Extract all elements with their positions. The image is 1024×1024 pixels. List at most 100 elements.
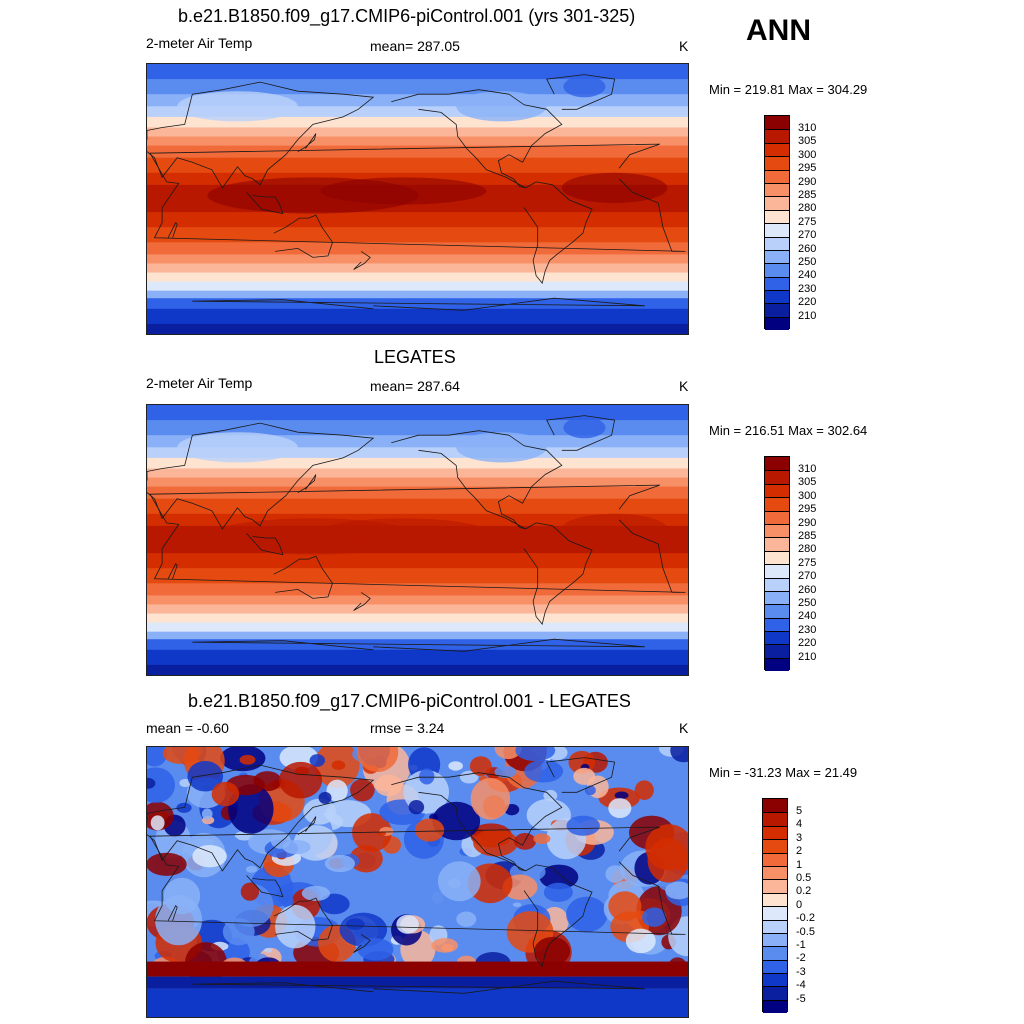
difference-patch — [543, 882, 573, 902]
panel3-rmse-label: rmse = 3.24 — [370, 720, 445, 736]
difference-patch — [290, 871, 304, 884]
colorbar-swatch — [765, 617, 789, 632]
difference-patch — [473, 829, 518, 857]
colorbar-swatch — [765, 550, 789, 565]
panel2-observed-temperature-map — [146, 404, 689, 676]
coastline — [297, 474, 317, 493]
coastline — [353, 934, 371, 953]
temperature-band — [147, 145, 688, 159]
colorbar-swatch — [765, 196, 789, 210]
coastline — [391, 772, 563, 872]
coastline — [192, 297, 645, 311]
temperature-band — [147, 457, 688, 469]
coastline — [192, 638, 645, 652]
colorbar-tick-label: 305 — [798, 135, 817, 148]
difference-patch — [534, 936, 571, 966]
colorbar-swatch — [765, 290, 789, 304]
temperature-band — [147, 281, 688, 292]
difference-patch — [374, 774, 403, 797]
warm-anomaly — [320, 177, 487, 205]
temperature-band — [147, 290, 688, 299]
colorbar-swatch — [765, 657, 789, 672]
colorbar-swatch — [765, 470, 789, 484]
difference-patch — [318, 791, 332, 804]
season-label: ANN — [746, 14, 811, 47]
difference-patch — [201, 808, 213, 820]
temperature-band — [147, 613, 688, 624]
coastline — [149, 826, 686, 935]
colorbar-tick-label: 4 — [796, 818, 803, 831]
coastline — [546, 74, 616, 110]
panel1-mean-label: mean= 287.05 — [370, 38, 460, 54]
colorbar-swatch — [765, 142, 789, 157]
colorbar-tick-label: 310 — [798, 462, 817, 475]
temperature-band — [147, 604, 688, 615]
difference-patch — [642, 907, 667, 927]
difference-patch — [147, 747, 168, 767]
difference-patch — [275, 904, 316, 949]
difference-patch — [239, 754, 256, 765]
colorbar-swatch — [765, 116, 789, 130]
colorbar-tick-label: 3 — [796, 831, 803, 844]
difference-patch — [431, 938, 459, 953]
colorbar-swatch — [765, 497, 789, 511]
colorbar-strip — [762, 798, 788, 1014]
colorbar-tick-label: 295 — [798, 503, 817, 516]
difference-patch — [459, 770, 479, 784]
coastline — [523, 181, 593, 284]
difference-patch — [150, 815, 165, 831]
panel3-mean-label: mean = -0.60 — [146, 720, 229, 736]
temperature-band — [147, 263, 688, 274]
colorbar-tick-label: 280 — [798, 543, 817, 556]
panel3-minmax: Min = -31.23 Max = 21.49 — [709, 765, 858, 780]
coastline — [147, 422, 375, 530]
temperature-band — [147, 106, 688, 118]
coastline — [167, 563, 178, 579]
temperature-band — [147, 64, 688, 80]
difference-band — [147, 961, 688, 977]
colorbar-swatch — [765, 631, 789, 645]
temperature-band — [147, 308, 688, 325]
panel3-difference-map — [146, 746, 689, 1018]
colorbar-tick-label: 210 — [798, 650, 817, 663]
difference-patch — [494, 765, 517, 779]
colorbar-swatch — [765, 156, 789, 170]
panel2-units: K — [679, 378, 689, 394]
difference-patch — [228, 784, 274, 834]
difference-patch — [147, 852, 187, 876]
colorbar-tick-label: 0 — [796, 898, 803, 911]
colorbar-tick-label: 250 — [798, 596, 817, 609]
colorbar-tick-label: 1 — [796, 858, 803, 871]
panel1-minmax: Min = 219.81 Max = 304.29 — [709, 82, 868, 97]
temperature-band — [147, 468, 688, 479]
difference-patch — [470, 778, 511, 820]
colorbar-swatch — [763, 825, 787, 840]
cold-anomaly — [456, 91, 547, 122]
temperature-band — [147, 631, 688, 640]
colorbar-swatch — [765, 316, 789, 331]
temperature-band — [147, 272, 688, 283]
colorbar-swatch — [765, 303, 789, 317]
coastline — [167, 905, 178, 921]
difference-patch — [192, 845, 227, 868]
difference-patch — [665, 881, 688, 900]
panel3-units: K — [679, 720, 689, 736]
temperature-band — [147, 127, 688, 138]
temperature-band — [147, 116, 688, 128]
colorbar-strip — [764, 115, 790, 331]
temperature-band — [147, 553, 688, 569]
difference-patch — [566, 815, 600, 836]
colorbar-swatch — [763, 946, 787, 960]
difference-patch — [155, 894, 203, 946]
colorbar-tick-label: 230 — [798, 623, 817, 636]
temperature-band — [147, 447, 688, 459]
colorbar-tick-label: 240 — [798, 269, 817, 282]
coastline — [167, 222, 178, 238]
difference-patch — [419, 768, 435, 785]
colorbar-swatch — [763, 799, 787, 813]
warm-anomaly — [320, 518, 487, 546]
coastline — [297, 133, 317, 152]
colorbar-tick-label: -2 — [796, 952, 806, 965]
difference-patch — [437, 861, 481, 902]
colorbar-tick-label: 260 — [798, 583, 817, 596]
